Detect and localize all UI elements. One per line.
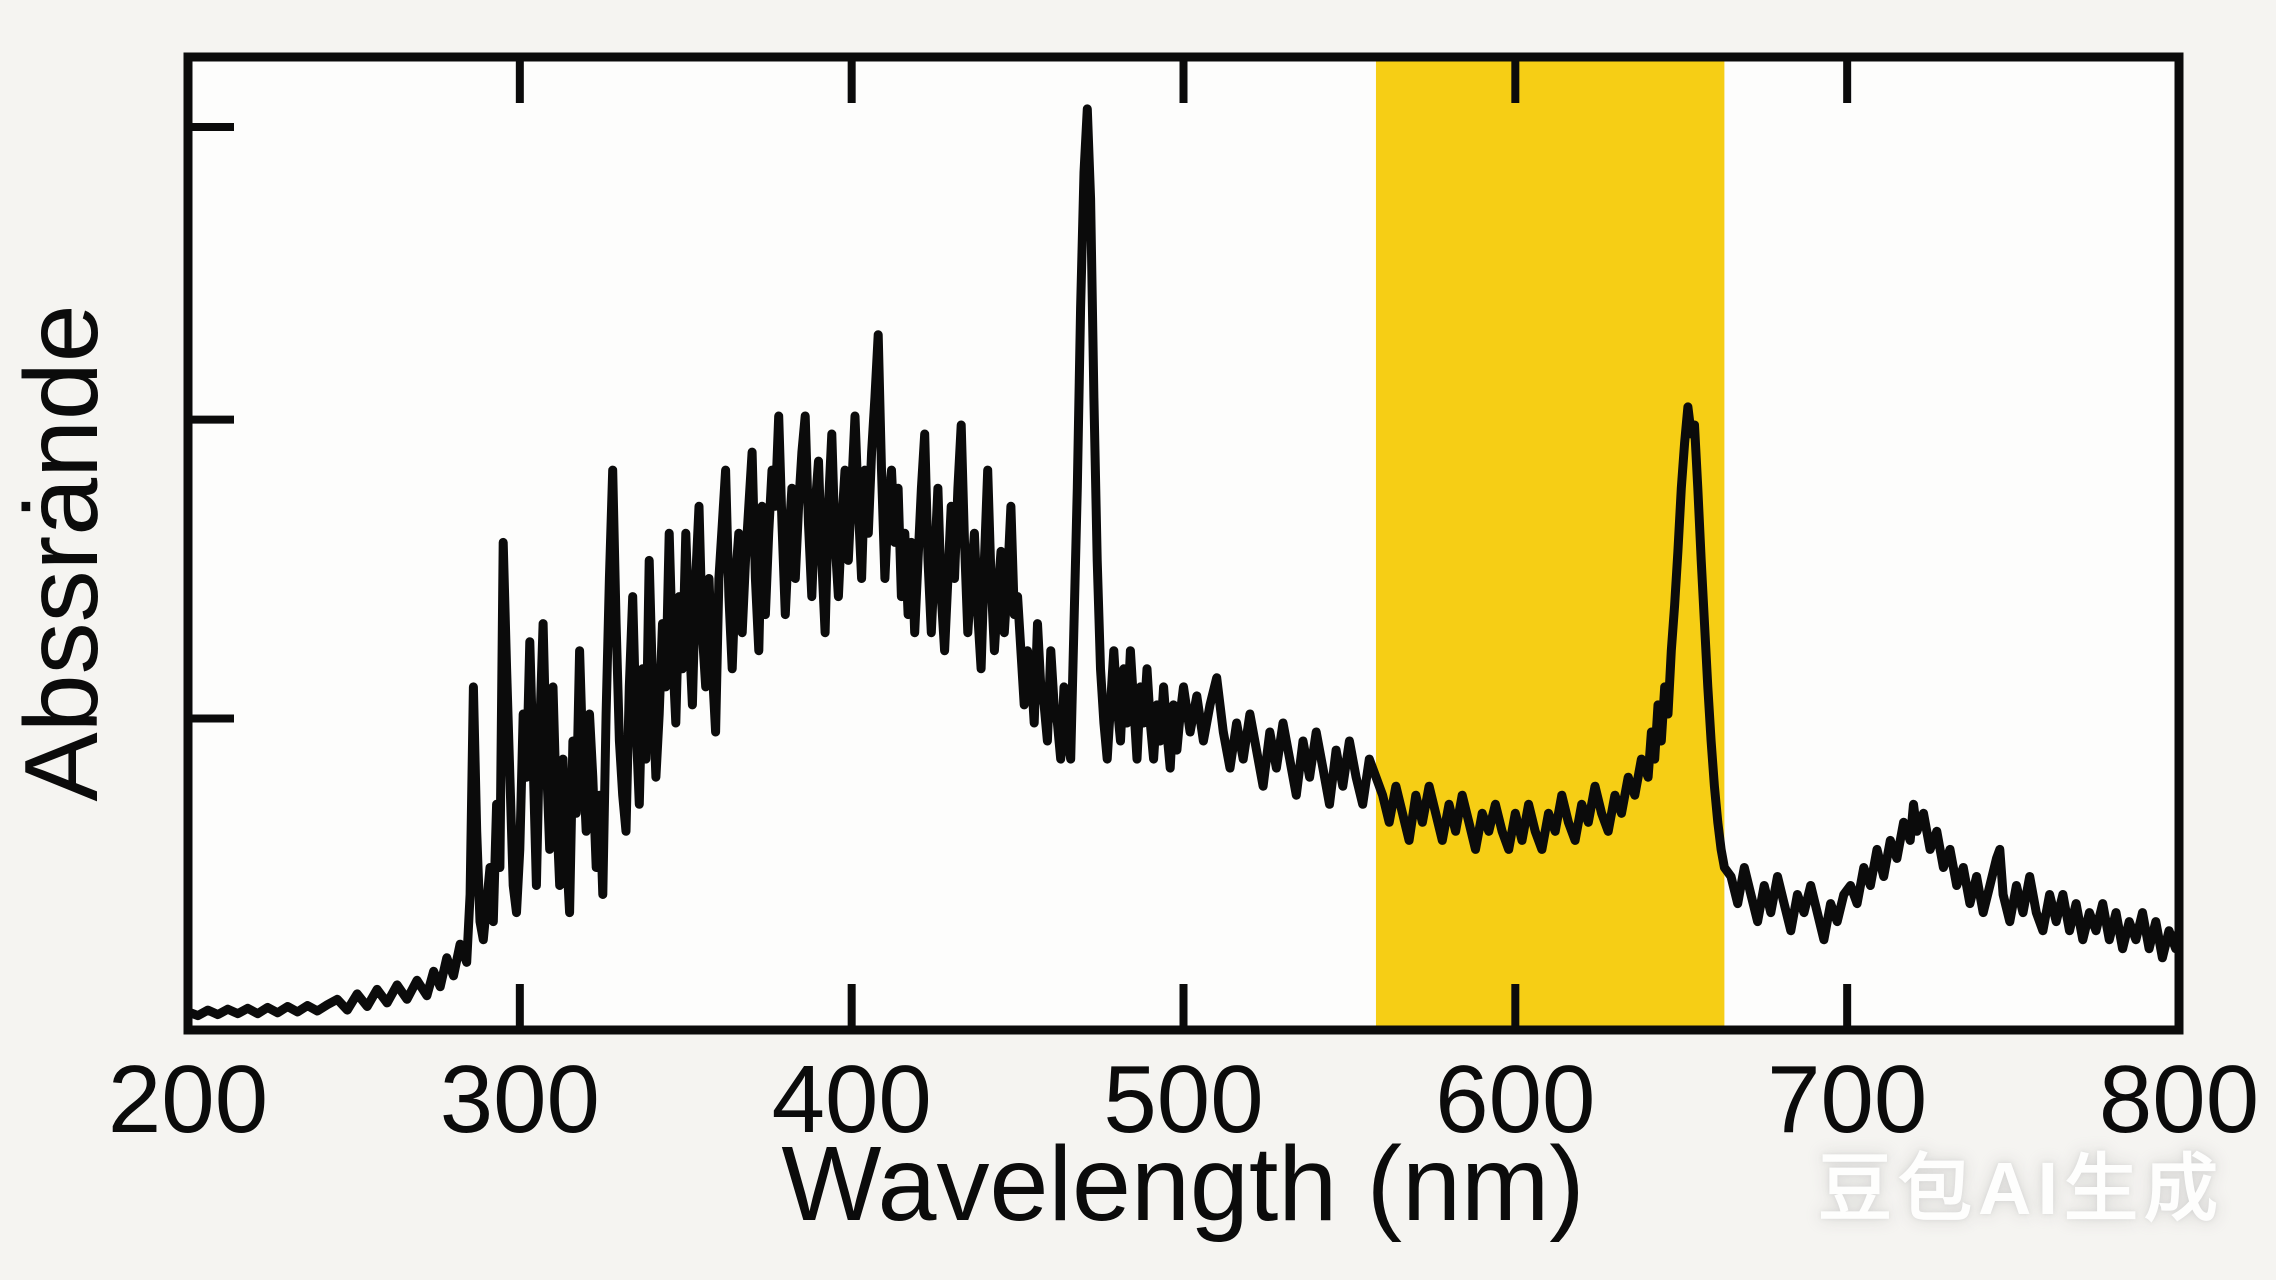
ai-watermark: 豆包AI生成 (1818, 1147, 2224, 1230)
spectrum-curve (183, 104, 2184, 1021)
axis-ticks (192, 61, 1852, 1026)
plot-frame (183, 52, 2184, 1035)
x-tick-label: 500 (1103, 1046, 1263, 1153)
highlight-band (1375, 61, 1725, 1026)
x-tick-label: 800 (2099, 1046, 2259, 1153)
x-axis-title: Wavelength (nm) (781, 1125, 1584, 1243)
x-tick-label: 300 (440, 1046, 600, 1153)
x-tick-labels: 200 300 400 500 600 700 800 (108, 1046, 2259, 1153)
x-tick-label: 200 (108, 1046, 268, 1153)
x-tick-label: 600 (1435, 1046, 1595, 1153)
x-tick-label: 400 (772, 1046, 932, 1153)
x-tick-label: 700 (1767, 1046, 1927, 1153)
y-axis-title: Abssrȧnde (4, 304, 120, 801)
